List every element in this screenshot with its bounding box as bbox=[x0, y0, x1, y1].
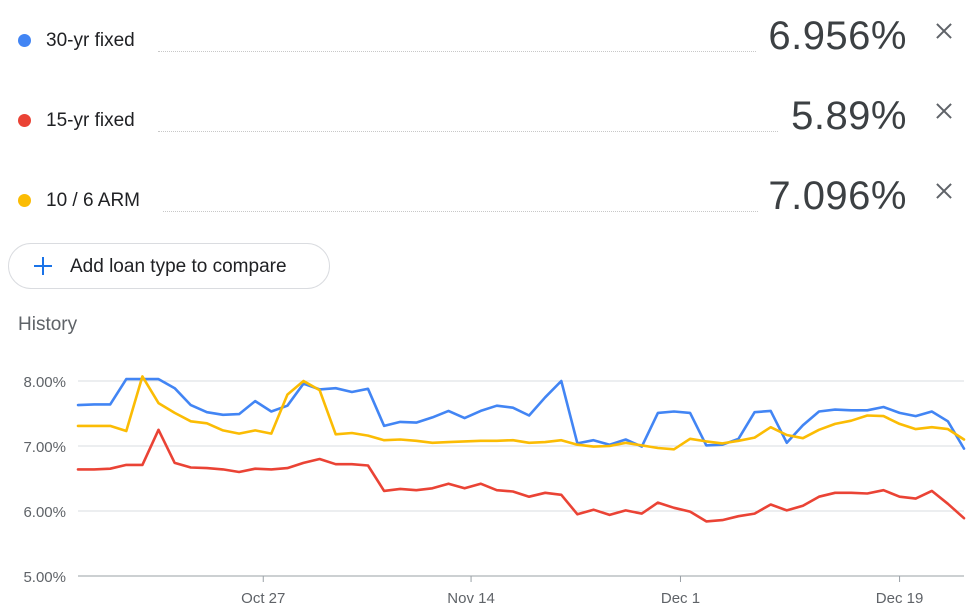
add-loan-type-button[interactable]: Add loan type to compare bbox=[8, 243, 330, 289]
loan-row-30yr: 30-yr fixed 6.956% bbox=[0, 10, 975, 70]
history-title: History bbox=[18, 314, 78, 335]
add-loan-type-label: Add loan type to compare bbox=[70, 256, 287, 277]
close-icon[interactable] bbox=[933, 20, 955, 42]
loan-rate-value: 7.096% bbox=[768, 174, 907, 218]
plus-icon bbox=[34, 257, 52, 275]
loan-row-10-6-arm: 10 / 6 ARM 7.096% bbox=[0, 170, 975, 230]
series-line-0 bbox=[76, 377, 966, 450]
y-tick-label: 6.00% bbox=[23, 504, 66, 521]
y-tick-label: 8.00% bbox=[23, 374, 66, 391]
y-tick-label: 5.00% bbox=[23, 569, 66, 586]
dotted-leader bbox=[158, 51, 756, 52]
close-icon[interactable] bbox=[933, 180, 955, 202]
x-tick-label: Dec 19 bbox=[876, 590, 924, 607]
loan-row-15yr: 15-yr fixed 5.89% bbox=[0, 90, 975, 150]
dotted-leader bbox=[158, 131, 778, 132]
x-tick-label: Nov 14 bbox=[447, 590, 495, 607]
loan-rate-value: 5.89% bbox=[791, 94, 907, 138]
series-line-2 bbox=[76, 375, 966, 451]
y-tick-label: 7.00% bbox=[23, 439, 66, 456]
x-tick-label: Oct 27 bbox=[241, 590, 285, 607]
loan-type-name: 30-yr fixed bbox=[46, 30, 135, 51]
x-tick-label: Dec 1 bbox=[661, 590, 700, 607]
loan-rate-value: 6.956% bbox=[768, 14, 907, 58]
series-dot-icon bbox=[18, 194, 31, 207]
dotted-leader bbox=[163, 211, 758, 212]
loan-type-name: 10 / 6 ARM bbox=[46, 190, 140, 211]
series-dot-icon bbox=[18, 34, 31, 47]
close-icon[interactable] bbox=[933, 100, 955, 122]
history-chart: 5.00% 6.00% 7.00% 8.00% Oct 27 Nov 14 Dec 1 Dec… bbox=[23, 374, 966, 607]
loan-type-name: 15-yr fixed bbox=[46, 110, 135, 131]
series-dot-icon bbox=[18, 114, 31, 127]
series-line-1 bbox=[76, 428, 966, 523]
